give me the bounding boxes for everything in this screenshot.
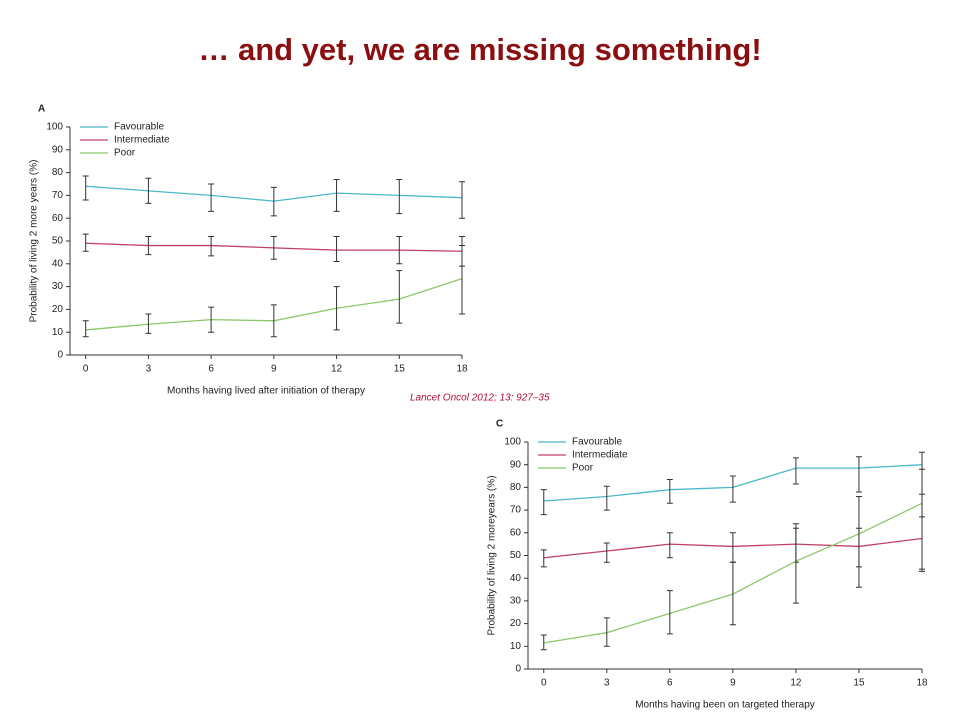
x-tick-label: 0 (83, 364, 89, 375)
y-tick-label: 50 (510, 550, 522, 561)
x-tick-label: 15 (853, 678, 865, 689)
y-tick-label: 70 (510, 505, 522, 516)
error-bar (208, 183, 215, 212)
error-bar (333, 286, 340, 331)
error-bar (145, 177, 152, 204)
error-bar (855, 456, 862, 493)
error-bar (603, 542, 610, 563)
error-bar (540, 634, 547, 651)
y-tick-label: 40 (510, 573, 522, 584)
error-bar (208, 235, 215, 257)
error-bar (459, 181, 465, 219)
error-bar (855, 495, 862, 588)
y-tick-label: 60 (52, 213, 64, 224)
x-tick-label: 6 (667, 678, 673, 689)
x-tick-label: 12 (331, 364, 343, 375)
y-tick-label: 80 (52, 167, 64, 178)
x-tick-label: 3 (604, 678, 610, 689)
error-bar (666, 590, 673, 635)
x-tick-label: 18 (916, 678, 928, 689)
x-tick-label: 12 (790, 678, 802, 689)
x-tick-label: 9 (730, 678, 736, 689)
error-bar (666, 532, 673, 559)
error-bar (729, 475, 736, 503)
x-tick-label: 6 (208, 364, 214, 375)
error-bar (603, 485, 610, 511)
error-bar (396, 270, 403, 324)
y-tick-label: 10 (510, 641, 522, 652)
y-tick-label: 60 (510, 527, 522, 538)
y-tick-label: 10 (52, 327, 64, 338)
error-bar (82, 233, 89, 252)
error-bar (666, 478, 673, 504)
x-tick-label: 15 (394, 364, 406, 375)
x-tick-label: 3 (146, 364, 152, 375)
legend-label: Intermediate (572, 450, 628, 461)
error-bar (792, 457, 799, 485)
y-tick-label: 70 (52, 190, 64, 201)
error-bar (270, 186, 277, 217)
x-axis-label: Months having lived after initiation of … (167, 386, 365, 397)
legend-label: Poor (572, 463, 594, 474)
y-axis-label: Probability of living 2 moreyears (%) (487, 475, 498, 635)
legend-label: Intermediate (114, 135, 170, 146)
y-tick-label: 50 (52, 236, 64, 247)
error-bar (270, 304, 277, 338)
error-bar (396, 235, 403, 265)
error-bar (333, 235, 340, 263)
legend-label: Favourable (114, 122, 164, 133)
y-tick-label: 100 (46, 122, 63, 133)
error-bar (919, 468, 925, 572)
slide-title: … and yet, we are missing something! (198, 32, 761, 67)
y-tick-label: 20 (52, 304, 64, 315)
error-bar (270, 235, 277, 260)
y-tick-label: 90 (52, 144, 64, 155)
error-bar (729, 561, 736, 626)
legend-label: Poor (114, 148, 136, 159)
error-bar (540, 549, 547, 568)
error-bar (145, 313, 152, 334)
x-tick-label: 18 (456, 364, 468, 375)
error-bar (603, 617, 610, 647)
y-tick-label: 80 (510, 482, 522, 493)
y-axis-label: Probability of living 2 more years (%) (29, 160, 40, 323)
citation: Lancet Oncol 2012; 13: 927–35 (410, 393, 550, 404)
y-tick-label: 30 (52, 281, 64, 292)
y-tick-label: 90 (510, 459, 522, 470)
y-tick-label: 30 (510, 596, 522, 607)
y-tick-label: 20 (510, 618, 522, 629)
x-axis-label: Months having been on targeted therapy (635, 700, 815, 711)
error-bar (333, 178, 340, 212)
panel-label: C (496, 419, 503, 430)
x-tick-label: 9 (271, 364, 277, 375)
error-bar (82, 175, 89, 201)
error-bar (82, 320, 89, 338)
legend-label: Favourable (572, 437, 622, 448)
y-tick-label: 40 (52, 258, 64, 269)
y-tick-label: 0 (515, 664, 521, 675)
error-bar (208, 306, 215, 333)
x-tick-label: 0 (541, 678, 547, 689)
error-bar (792, 523, 799, 604)
error-bar (396, 178, 403, 215)
error-bar (459, 245, 465, 315)
error-bar (729, 532, 736, 563)
y-tick-label: 100 (504, 437, 521, 448)
panel-label: A (38, 104, 45, 115)
error-bar (540, 489, 547, 516)
error-bar (145, 235, 152, 256)
y-tick-label: 0 (57, 350, 63, 361)
